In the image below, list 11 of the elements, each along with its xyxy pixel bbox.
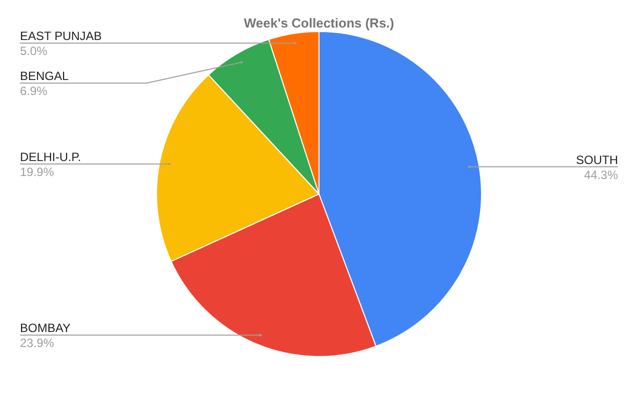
data-label: 6.9% [20,84,48,98]
slice-label: EAST PUNJAB [20,29,102,44]
slice-label: BENGAL [20,69,70,84]
slice-label: DELHI-U.P. [20,150,82,164]
slice-label: BOMBAY [20,321,70,336]
slice-label: SOUTH [576,152,618,167]
data-label: 23.9% [20,336,54,350]
data-label: 5.0% [20,44,48,58]
data-label: 19.9% [20,164,54,179]
chart-title: Week's Collections (Rs.) [244,16,394,31]
data-label: 44.3% [584,168,618,182]
